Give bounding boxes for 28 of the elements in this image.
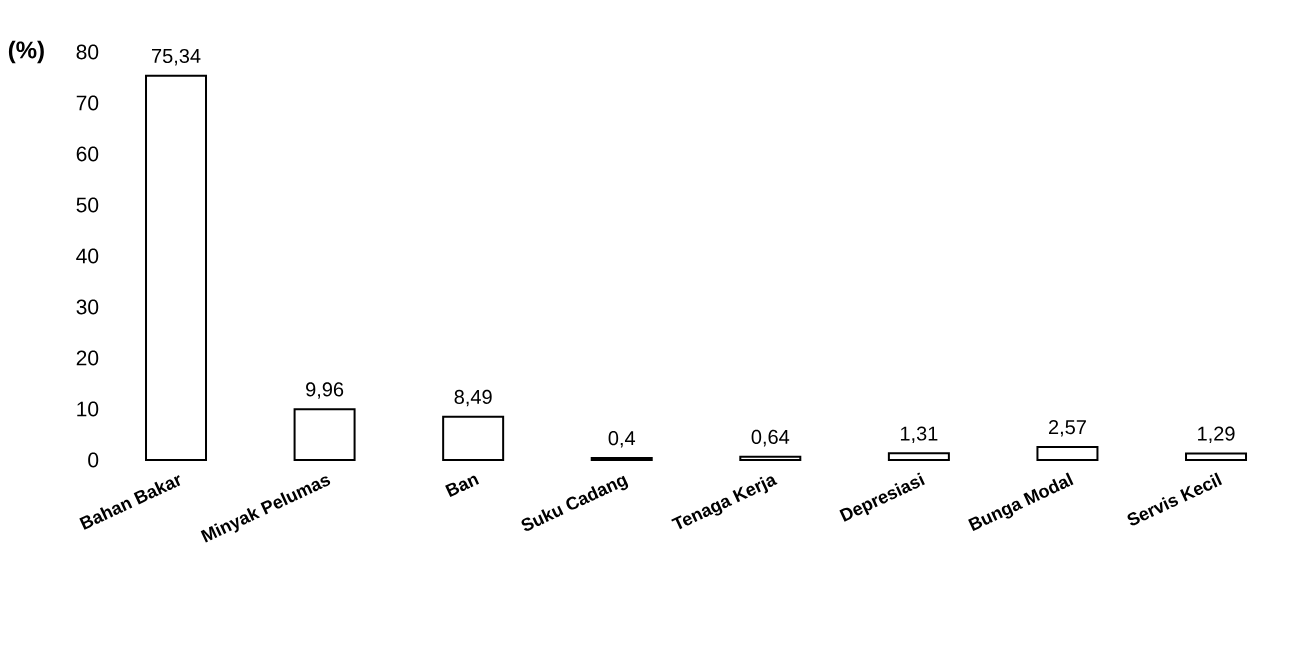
y-tick-label: 50	[76, 197, 99, 213]
data-label: 1,31	[900, 426, 938, 443]
y-tick-label: 30	[76, 299, 99, 315]
bar	[1036, 445, 1099, 461]
x-tick-label: Ban	[445, 475, 480, 498]
y-tick-label: 70	[76, 95, 99, 111]
y-tick-label: 20	[76, 350, 99, 366]
data-label: 9,96	[306, 382, 344, 399]
data-label: 0,64	[751, 429, 790, 447]
bar	[145, 74, 208, 461]
y-axis-title: (%)	[8, 40, 44, 64]
data-label: 8,49	[454, 389, 492, 407]
y-tick-label: 80	[76, 44, 99, 60]
x-tick-label: Servis Kecil	[1127, 472, 1223, 526]
data-label: 2,57	[1048, 420, 1086, 437]
y-tick-label: 40	[76, 248, 99, 264]
bar	[887, 452, 950, 461]
data-label: 1,29	[1198, 426, 1235, 444]
bar	[739, 455, 802, 461]
y-tick-label: 0	[88, 452, 99, 468]
y-tick-label: 60	[76, 146, 99, 162]
data-label: 0,4	[608, 431, 636, 448]
bar	[590, 456, 653, 461]
bar	[1185, 452, 1248, 461]
bar	[442, 415, 505, 461]
data-label: 75,34	[152, 48, 201, 66]
bar	[293, 408, 356, 461]
y-tick-label: 10	[77, 401, 99, 417]
